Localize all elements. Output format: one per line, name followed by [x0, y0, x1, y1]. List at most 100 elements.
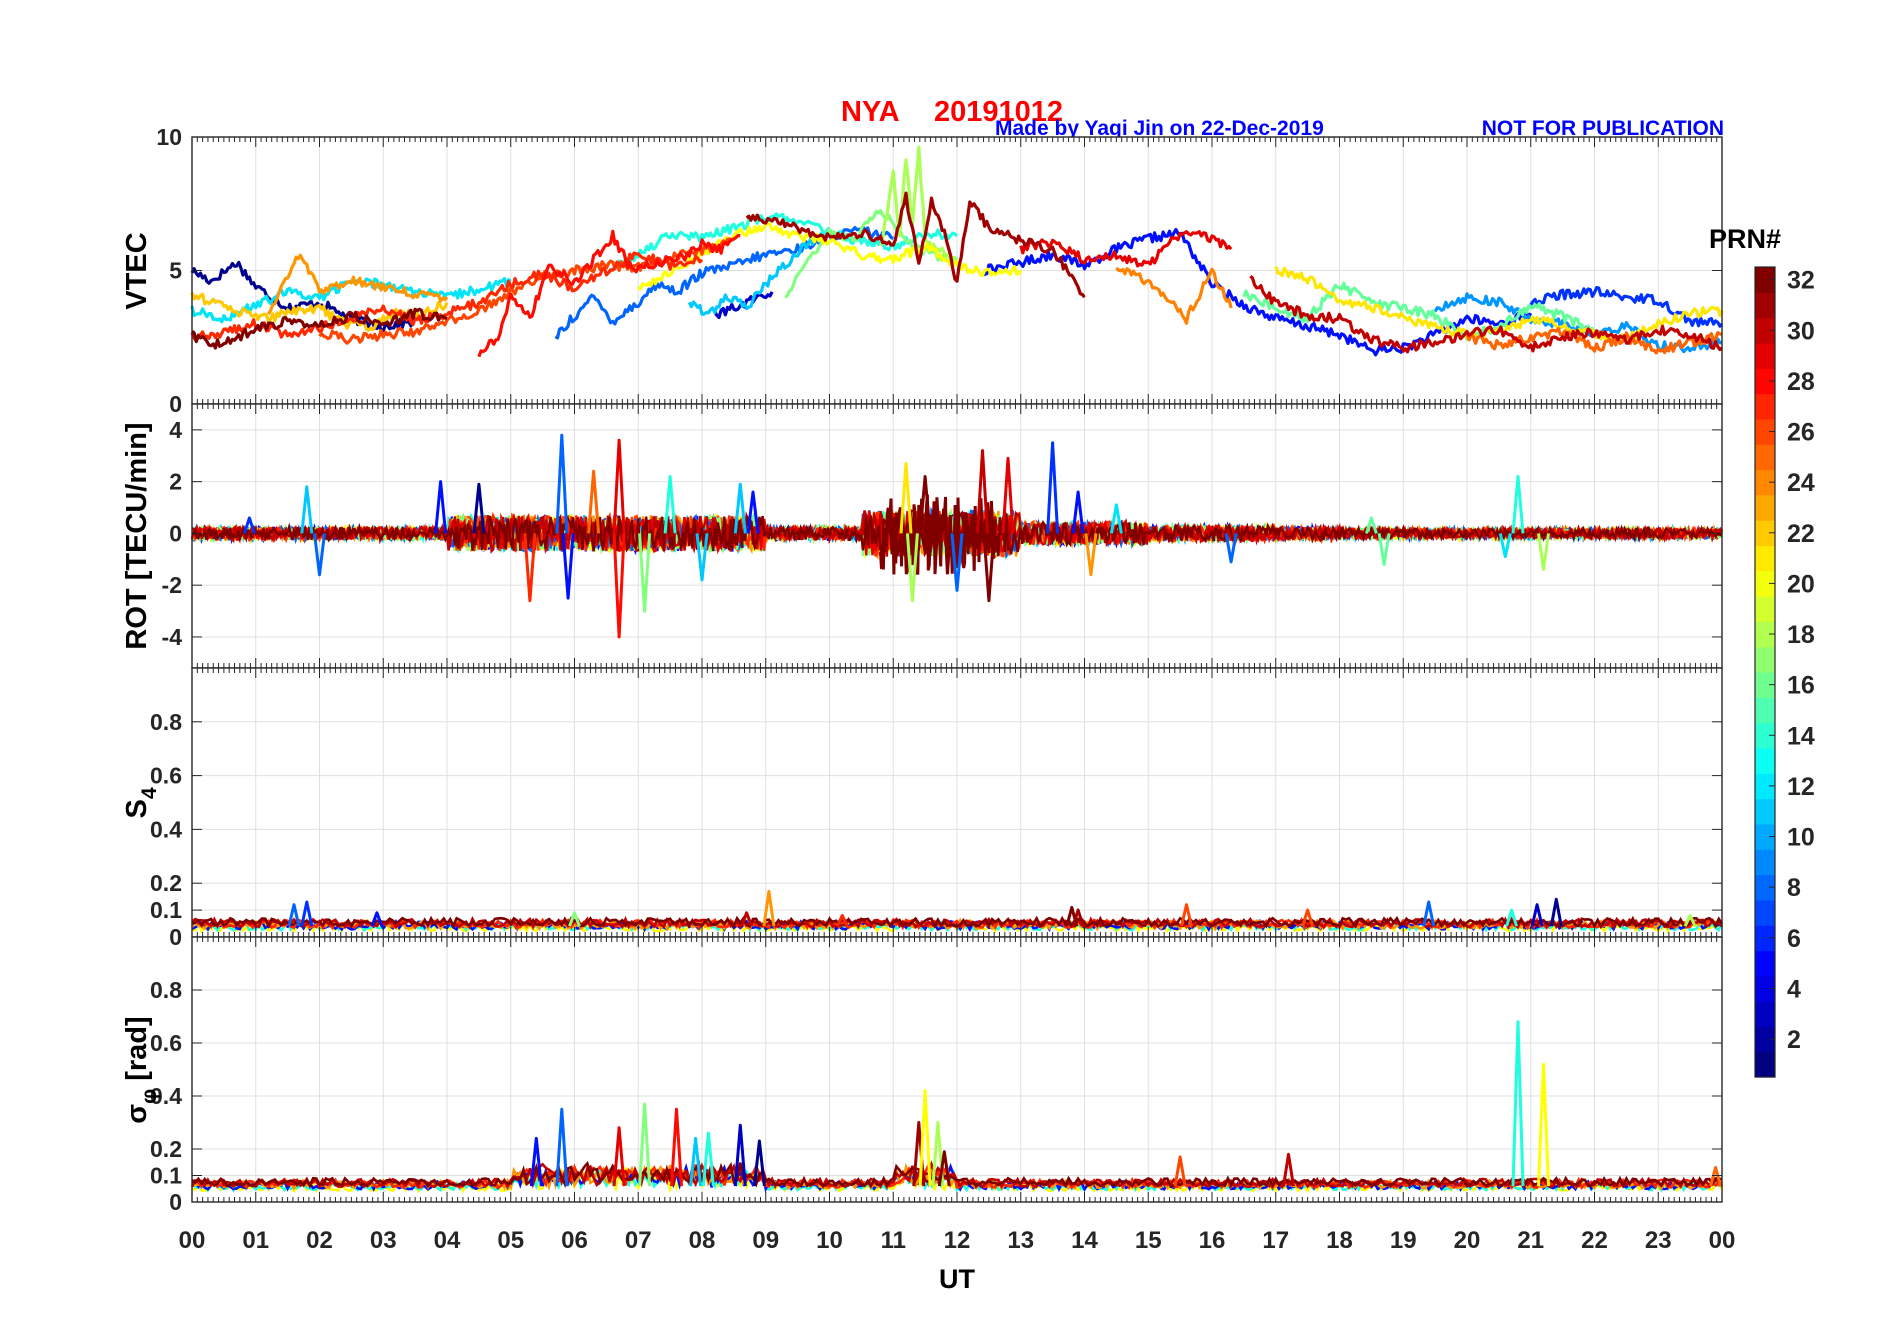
spike [568, 911, 581, 927]
y-tick-label: 0.2 [150, 870, 182, 896]
x-tick-label: 05 [497, 1227, 524, 1254]
credit-label: Made by Yaqi Jin on 22-Dec-2019 [995, 117, 1324, 140]
colorbar-segment [1755, 267, 1775, 293]
colorbar-tick-label: 32 [1787, 267, 1815, 295]
spike [905, 533, 919, 603]
spike [740, 911, 754, 927]
spike [638, 1102, 652, 1187]
y-axis-label: ROT [TECU/min] [121, 422, 153, 649]
spike [701, 1131, 715, 1187]
vtec-line-prn-28 [477, 229, 741, 358]
x-tick-label: 20 [1454, 1227, 1481, 1254]
vtec-line-prn-12 [687, 226, 831, 316]
y-tick-label: 0.4 [150, 1083, 182, 1109]
x-tick-label: 08 [689, 1227, 716, 1254]
spike [663, 475, 677, 534]
colorbar-tick-label: 20 [1787, 570, 1815, 598]
colorbar-segment [1755, 646, 1775, 673]
x-axis: UT 00 01 02 03 04 05 06 07 08 09 10 11 12 13 14 15 16 17 1… [179, 1227, 1736, 1294]
spike [1084, 533, 1098, 577]
spike [612, 533, 626, 639]
spike [287, 903, 301, 927]
spike [1282, 1152, 1295, 1187]
spike [937, 1150, 951, 1187]
colorbar-tick-label: 4 [1787, 975, 1801, 1003]
y-tick-label: 5 [169, 258, 182, 284]
colorbar-frame [1754, 266, 1776, 1078]
spike [555, 433, 569, 534]
spike [1505, 908, 1519, 927]
vtec-line-prn-29 [1019, 230, 1233, 268]
panel-1: 0 5 10 VTEC [121, 124, 1724, 417]
colorbar-segment [1755, 596, 1775, 622]
colorbar-segment [1755, 393, 1775, 420]
vtec-line-prn-16 [1242, 281, 1596, 341]
spike [587, 469, 601, 534]
vtec-line-prn-18 [879, 145, 959, 264]
x-tick-label: 11 [881, 1227, 906, 1254]
x-tick-label: 10 [816, 1227, 843, 1254]
chart-title: NYA 20191012 Made by Yaqi Jin on 22-Dec-… [841, 96, 1724, 140]
y-tick-label: 10 [156, 124, 182, 150]
station-label: NYA [841, 96, 900, 128]
x-tick-label: 06 [561, 1227, 588, 1254]
spike [1683, 914, 1697, 927]
vtec-line-prn-2 [190, 260, 416, 332]
colorbar-tick-label: 10 [1787, 824, 1815, 852]
spike [1537, 533, 1550, 572]
colorbar-segment [1755, 520, 1775, 547]
y-tick-label: 0.8 [150, 977, 182, 1003]
panel-2: -4 -2 0 2 4 ROT [TECU/min] [121, 403, 1724, 669]
y-axis: 00.10.2 0.4 0.6 0.8 [150, 977, 1722, 1215]
x-tick-label: 02 [306, 1227, 333, 1254]
colorbar-title: PRN# [1709, 224, 1781, 254]
y-tick-label: -4 [162, 624, 183, 650]
x-ticks [191, 668, 1723, 937]
spike [1180, 903, 1193, 927]
y-tick-label: 0 [169, 520, 182, 546]
colorbar-segment [1755, 849, 1775, 876]
spike [612, 438, 626, 534]
y-tick-label: 0 [169, 924, 182, 950]
colorbar-segment [1755, 1051, 1775, 1078]
colorbar-segment [1755, 317, 1775, 344]
date-label: 20191012 [934, 96, 1063, 128]
spike [695, 533, 709, 582]
panel-4: 00.10.2 0.4 0.6 0.8 σφ [rad] [121, 936, 1724, 1215]
y-tick-label: 0.4 [150, 816, 182, 842]
spike [1046, 441, 1060, 534]
spike [300, 485, 314, 534]
spike [1537, 1062, 1550, 1187]
data-lines [190, 1020, 1724, 1194]
colorbar-segment [1755, 798, 1775, 825]
grid [191, 937, 1723, 1203]
y-tick-label: 0 [169, 1189, 182, 1215]
spike [1071, 908, 1085, 927]
y-tick-label: -2 [162, 572, 182, 598]
spike [1498, 533, 1512, 559]
spike [561, 533, 575, 600]
x-tick-label: 01 [242, 1227, 269, 1254]
spike [1301, 908, 1315, 927]
spike [752, 1139, 766, 1187]
colorbar-segment [1755, 899, 1775, 926]
spike [689, 1136, 703, 1187]
vtec-line-prn-25 [1465, 327, 1723, 355]
vtec-line-prn-23 [267, 253, 449, 315]
colorbar-segment [1755, 773, 1775, 800]
spike [733, 482, 747, 534]
spike [1224, 533, 1238, 564]
colorbar-tick-label: 6 [1787, 925, 1801, 953]
spike [1511, 475, 1525, 534]
y-tick-label: 4 [169, 417, 182, 443]
colorbar-segment [1755, 494, 1775, 521]
spike [370, 911, 384, 927]
colorbar-segment [1755, 722, 1775, 749]
colorbar-segment [1755, 570, 1775, 597]
rot-line-prn-32 [879, 494, 997, 575]
spike [242, 516, 256, 534]
y-tick-label: 0.6 [150, 763, 182, 789]
data-lines [190, 433, 1724, 639]
